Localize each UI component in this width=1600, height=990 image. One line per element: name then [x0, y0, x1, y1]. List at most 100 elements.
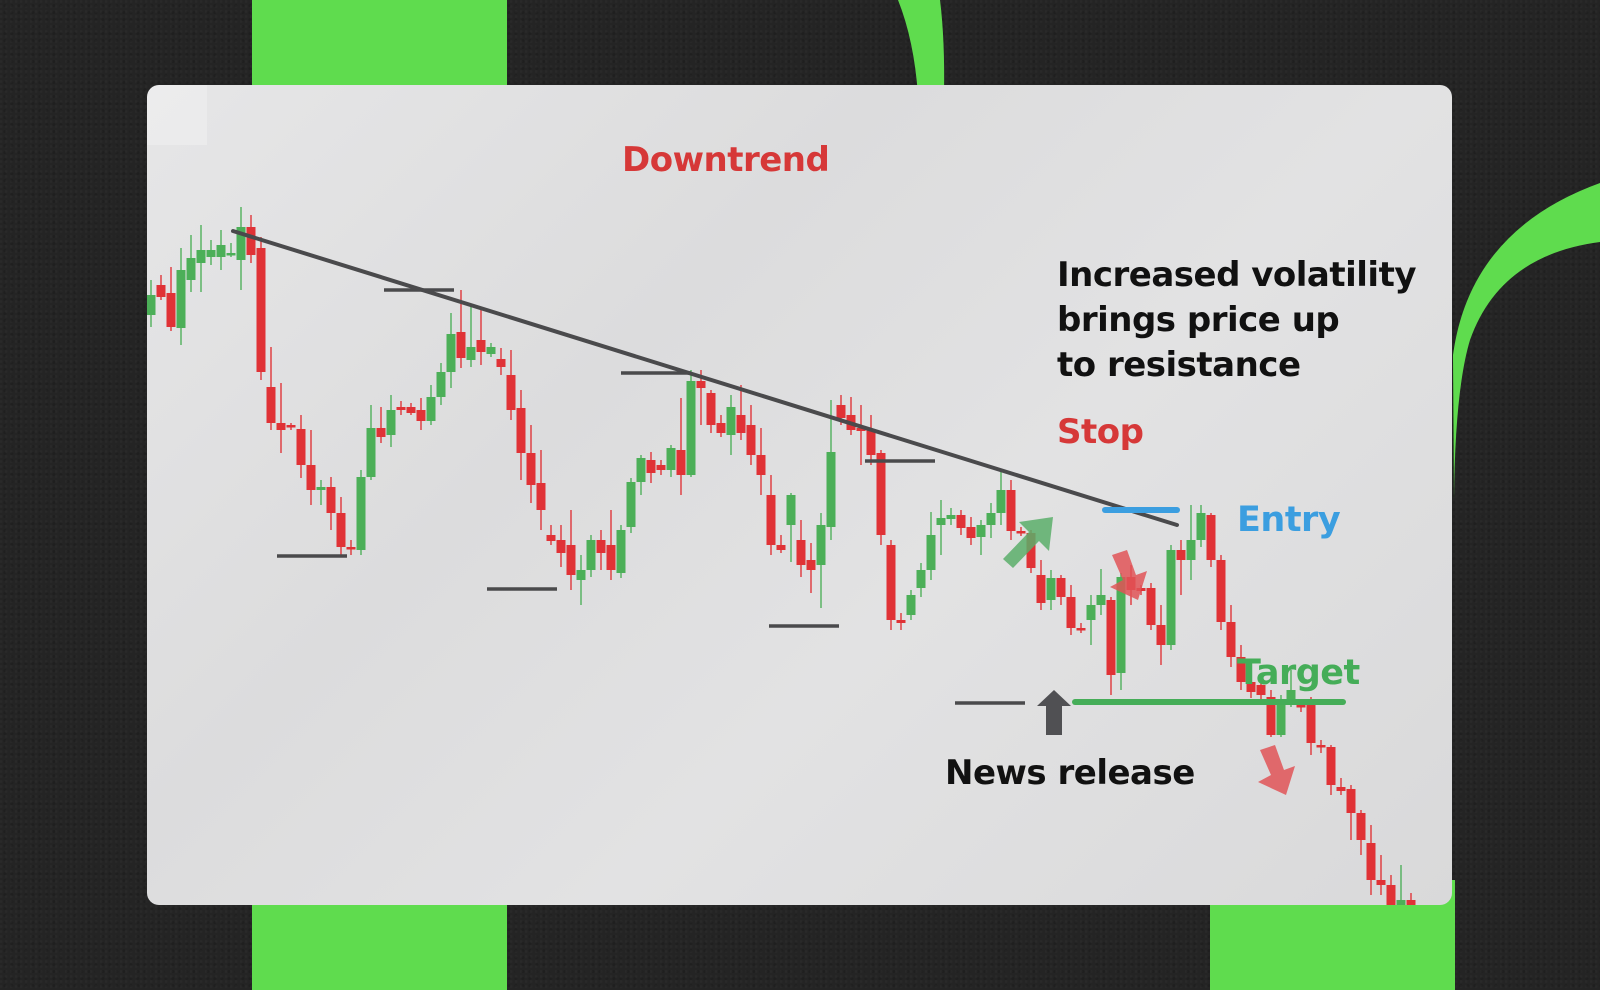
bear-candle: [336, 513, 346, 547]
bear-candle: [476, 340, 486, 352]
bear-candle: [1356, 813, 1366, 840]
bear-candle: [1386, 885, 1396, 905]
bear-candle: [756, 455, 766, 475]
bear-candle: [396, 407, 406, 410]
arrow-down-icon: [1110, 550, 1147, 600]
bear-candle: [1076, 628, 1086, 631]
bear-candle: [1226, 622, 1236, 657]
arrow-down-icon: [1258, 745, 1295, 795]
bull-candle: [976, 525, 986, 537]
bear-candle: [1176, 550, 1186, 560]
entry-label: Entry: [1237, 500, 1341, 540]
bear-candle: [736, 415, 746, 433]
bull-candle: [426, 397, 436, 421]
bear-candle: [1036, 575, 1046, 603]
news-arrow-up-icon: [1037, 690, 1071, 735]
bull-candle: [356, 477, 366, 550]
bull-candle: [316, 487, 326, 490]
bull-candle: [386, 410, 396, 435]
bear-candle: [1296, 705, 1306, 708]
bear-candle: [506, 375, 516, 410]
bear-candle: [896, 620, 906, 623]
bear-candle: [556, 540, 566, 553]
bull-candle: [1096, 595, 1106, 605]
bear-candle: [566, 545, 576, 575]
bear-candle: [1366, 843, 1376, 880]
bear-candle: [376, 428, 386, 437]
bear-candle: [886, 545, 896, 620]
bull-candle: [826, 452, 836, 527]
bear-candle: [296, 429, 306, 465]
bear-candle: [1246, 682, 1256, 692]
bull-candle: [666, 448, 676, 470]
bear-candle: [716, 423, 726, 433]
bear-candle: [1066, 597, 1076, 628]
bull-candle: [1196, 513, 1206, 540]
bear-candle: [706, 393, 716, 425]
bear-candle: [956, 515, 966, 528]
bear-candle: [406, 407, 416, 413]
bear-candle: [1376, 880, 1386, 885]
bull-candle: [236, 227, 246, 260]
bull-candle: [986, 513, 996, 525]
bear-candle: [596, 540, 606, 553]
stop-label: Stop: [1057, 412, 1144, 452]
bull-candle: [216, 245, 226, 257]
bull-candle: [936, 518, 946, 525]
bull-candle: [926, 535, 936, 570]
bull-candle: [1166, 550, 1176, 645]
bear-candle: [746, 425, 756, 455]
bear-candle: [1206, 515, 1216, 560]
bull-candle: [1116, 577, 1126, 673]
bull-candle: [586, 540, 596, 570]
bear-candle: [1346, 789, 1356, 813]
bear-candle: [966, 527, 976, 538]
bear-candle: [516, 408, 526, 453]
bull-candle: [906, 595, 916, 615]
bear-candle: [256, 248, 266, 372]
bear-candle: [876, 453, 886, 535]
bull-candle: [1086, 605, 1096, 620]
bear-candle: [1216, 560, 1226, 622]
bear-candle: [796, 540, 806, 565]
bear-candle: [1006, 490, 1016, 531]
bear-candle: [1016, 531, 1026, 534]
chart-card: Downtrend Increased volatility brings pr…: [147, 85, 1452, 905]
bear-candle: [1106, 600, 1116, 675]
bull-candle: [1286, 690, 1296, 703]
bear-candle: [166, 293, 176, 327]
bear-candle: [456, 332, 466, 358]
bull-candle: [616, 530, 626, 573]
bear-candle: [1146, 588, 1156, 625]
bear-candle: [676, 450, 686, 475]
bear-candle: [1406, 900, 1416, 905]
bull-candle: [816, 525, 826, 565]
bull-candle: [366, 428, 376, 477]
bull-candle: [946, 515, 956, 519]
bear-candle: [266, 387, 276, 423]
downtrend-resistance-line: [231, 229, 1179, 527]
bear-candle: [766, 495, 776, 545]
bull-candle: [916, 570, 926, 588]
bear-candle: [346, 547, 356, 550]
bull-candle: [996, 490, 1006, 513]
bear-candle: [546, 535, 556, 541]
bear-candle: [1336, 787, 1346, 791]
bull-candle: [1396, 900, 1406, 905]
bear-candle: [1026, 533, 1036, 568]
bear-candle: [656, 465, 666, 470]
bull-candle: [626, 482, 636, 527]
bull-candle: [196, 250, 206, 263]
news-release-label: News release: [945, 753, 1195, 793]
bull-candle: [446, 334, 456, 372]
bull-candle: [206, 250, 216, 257]
bear-candle: [286, 425, 296, 428]
bull-candle: [147, 295, 156, 315]
bear-candle: [326, 487, 336, 513]
bull-candle: [1046, 578, 1056, 600]
bear-candle: [276, 423, 286, 430]
bull-candle: [226, 253, 236, 256]
bear-candle: [246, 227, 256, 255]
bear-candle: [1256, 685, 1266, 695]
bull-candle: [176, 270, 186, 328]
